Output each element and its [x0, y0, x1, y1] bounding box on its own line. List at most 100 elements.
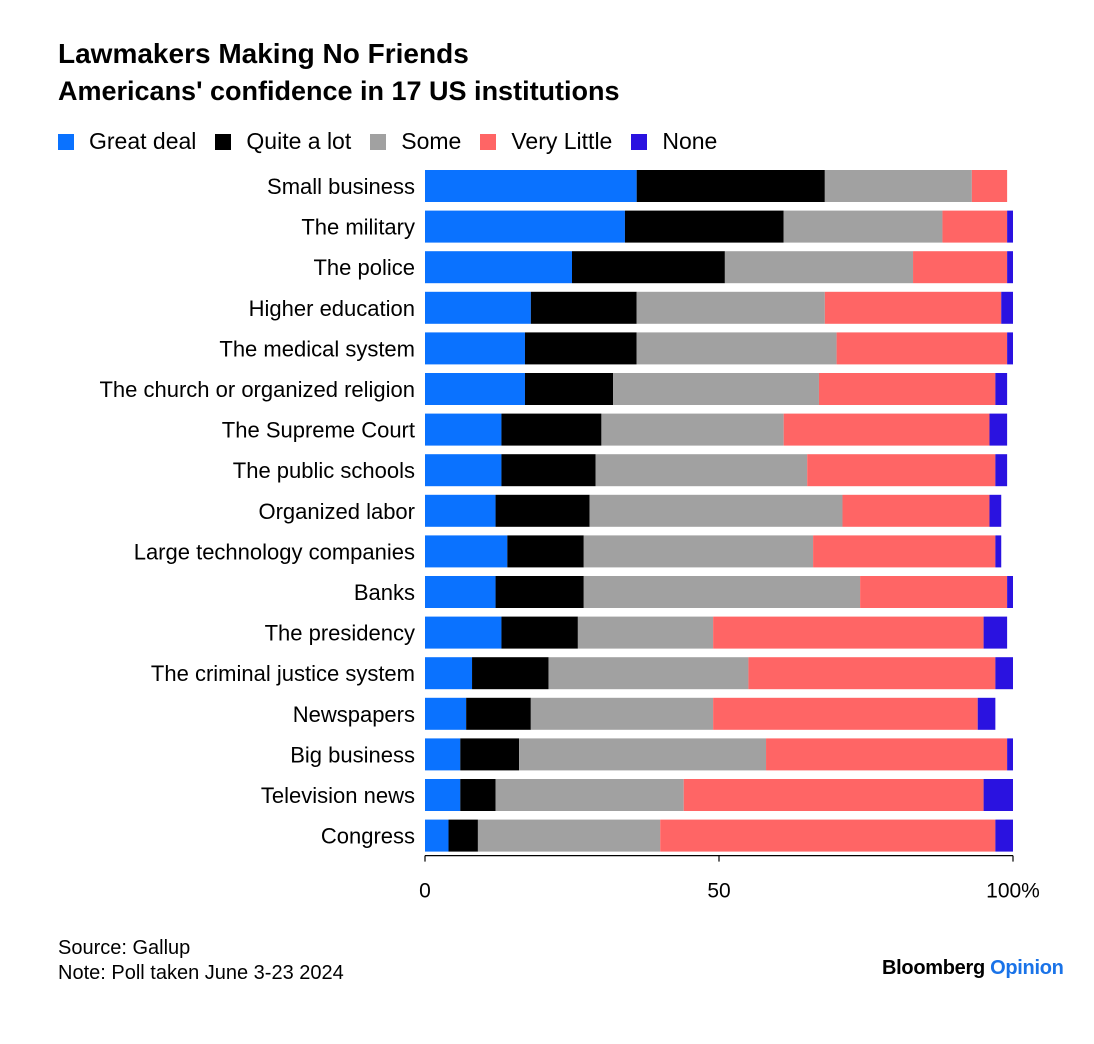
bar-segment-the-criminal-justice-system-great-deal — [425, 657, 473, 690]
category-label-the-supreme-court: The Supreme Court — [222, 418, 415, 443]
category-label-congress: Congress — [321, 824, 415, 849]
bar-segment-congress-great-deal — [425, 819, 449, 852]
bar-segment-the-medical-system-none — [1007, 332, 1013, 365]
category-label-newspapers: Newspapers — [293, 702, 415, 727]
x-tick-label-50: 50 — [707, 880, 730, 903]
bar-segment-the-military-very-little — [942, 210, 1008, 243]
bar-segment-the-church-or-organized-religion-some — [613, 373, 819, 405]
category-label-the-church-or-organized-religion: The church or organized religion — [99, 377, 415, 402]
bar-segment-the-military-quite-a-lot — [624, 210, 784, 243]
bar-segment-the-criminal-justice-system-none — [995, 657, 1013, 690]
bar-segment-the-police-some — [724, 251, 914, 284]
bar-segment-the-criminal-justice-system-some — [548, 657, 749, 690]
bar-segment-large-technology-companies-some — [583, 535, 814, 568]
poll-date-note: Note: Poll taken June 3-23 2024 — [58, 962, 344, 984]
bar-segment-newspapers-very-little — [713, 697, 978, 730]
bar-segment-big-business-some — [519, 738, 767, 771]
category-label-the-public-schools: The public schools — [233, 458, 415, 483]
bar-segment-organized-labor-some — [589, 494, 843, 527]
bar-segment-the-police-great-deal — [425, 251, 572, 284]
category-label-large-technology-companies: Large technology companies — [134, 539, 415, 564]
chart-title: Lawmakers Making No Friends — [58, 38, 469, 69]
bar-segment-television-news-great-deal — [425, 779, 461, 811]
category-label-the-criminal-justice-system: The criminal justice system — [151, 661, 415, 686]
bar-segment-the-supreme-court-none — [989, 413, 1008, 446]
brand-sub: Opinion — [990, 957, 1064, 979]
bar-segment-congress-very-little — [660, 819, 996, 852]
bar-segment-congress-some — [477, 819, 661, 852]
category-label-television-news: Television news — [261, 783, 415, 808]
bar-segment-organized-labor-great-deal — [425, 494, 496, 527]
bar-segment-newspapers-quite-a-lot — [466, 697, 531, 730]
legend-item-great-deal: Great deal — [58, 128, 196, 155]
bar-segment-big-business-none — [1007, 738, 1013, 771]
bar-segment-big-business-great-deal — [425, 738, 461, 771]
bar-segment-higher-education-quite-a-lot — [530, 291, 637, 324]
legend-item-very-little: Very Little — [480, 128, 612, 155]
bar-segment-banks-none — [1007, 576, 1013, 608]
bloomberg-opinion-logo: Bloomberg Opinion — [882, 957, 1064, 980]
bar-segment-organized-labor-quite-a-lot — [495, 494, 590, 527]
bar-segment-congress-quite-a-lot — [448, 819, 478, 852]
bar-segment-the-public-schools-none — [995, 454, 1008, 487]
category-label-the-medical-system: The medical system — [219, 336, 415, 361]
bar-segment-large-technology-companies-very-little — [813, 535, 996, 568]
legend-swatch-some — [370, 133, 387, 150]
stacked-bar-chart: Small business The military The police High… — [99, 170, 1040, 903]
legend-label-quite-a-lot: Quite a lot — [246, 128, 352, 154]
footnotes: Source: Gallup Note: Poll taken June 3-2… — [58, 936, 344, 986]
bar-segment-the-police-quite-a-lot — [572, 251, 725, 284]
category-label-higher-education: Higher education — [249, 296, 415, 321]
legend-label-some: Some — [401, 128, 462, 154]
bar-segment-the-medical-system-very-little — [836, 332, 1008, 365]
bar-segment-newspapers-none — [977, 697, 996, 730]
bar-segment-big-business-very-little — [766, 738, 1008, 771]
legend: Great deal Quite a lot Some Very Little … — [58, 128, 736, 155]
category-label-the-presidency: The presidency — [265, 621, 415, 646]
bar-segment-the-presidency-some — [577, 616, 714, 649]
bar-segment-higher-education-some — [636, 291, 825, 324]
legend-item-none: None — [631, 128, 717, 155]
bar-segment-the-public-schools-some — [595, 454, 808, 487]
legend-label-great-deal: Great deal — [89, 128, 197, 154]
bar-segment-large-technology-companies-great-deal — [425, 535, 508, 568]
bar-segment-the-military-none — [1007, 210, 1013, 243]
bar-segment-banks-quite-a-lot — [495, 576, 584, 608]
bar-segment-the-military-great-deal — [425, 210, 625, 243]
legend-swatch-none — [631, 133, 648, 150]
bar-segment-organized-labor-very-little — [842, 494, 990, 527]
bar-segment-television-news-quite-a-lot — [460, 779, 496, 811]
category-label-banks: Banks — [354, 580, 415, 605]
bar-segment-banks-great-deal — [425, 576, 496, 608]
category-label-organized-labor: Organized labor — [258, 499, 415, 524]
bar-segment-congress-none — [995, 819, 1013, 852]
category-label-the-police: The police — [313, 255, 415, 280]
bar-segment-the-supreme-court-very-little — [783, 413, 990, 446]
bar-segment-the-presidency-quite-a-lot — [501, 616, 578, 649]
bar-segment-higher-education-great-deal — [425, 291, 531, 324]
bar-segment-the-church-or-organized-religion-very-little — [818, 373, 996, 405]
bar-segment-television-news-none — [983, 779, 1013, 811]
bar-segment-television-news-some — [495, 779, 684, 811]
category-label-the-military: The military — [301, 215, 415, 240]
bar-segment-big-business-quite-a-lot — [460, 738, 520, 771]
bar-segment-the-public-schools-quite-a-lot — [501, 454, 596, 487]
bar-segment-large-technology-companies-none — [995, 535, 1002, 568]
bar-segment-the-public-schools-great-deal — [425, 454, 502, 487]
legend-item-some: Some — [370, 128, 461, 155]
brand-main: Bloomberg — [882, 957, 985, 979]
bar-segment-organized-labor-none — [989, 494, 1002, 527]
bar-segment-the-public-schools-very-little — [807, 454, 996, 487]
bar-segment-large-technology-companies-quite-a-lot — [507, 535, 584, 568]
bar-segment-the-church-or-organized-religion-great-deal — [425, 373, 525, 405]
bar-segment-the-police-none — [1007, 251, 1013, 284]
bar-segment-the-church-or-organized-religion-quite-a-lot — [524, 373, 614, 405]
category-label-big-business: Big business — [290, 742, 415, 767]
bar-segment-the-medical-system-some — [636, 332, 837, 365]
bar-segment-higher-education-none — [1001, 291, 1013, 324]
bar-segment-the-criminal-justice-system-quite-a-lot — [472, 657, 549, 690]
legend-item-quite-a-lot: Quite a lot — [215, 128, 351, 155]
bar-segment-banks-very-little — [860, 576, 1008, 608]
bar-segment-the-presidency-none — [983, 616, 1008, 649]
bar-segment-the-police-very-little — [913, 251, 1008, 284]
